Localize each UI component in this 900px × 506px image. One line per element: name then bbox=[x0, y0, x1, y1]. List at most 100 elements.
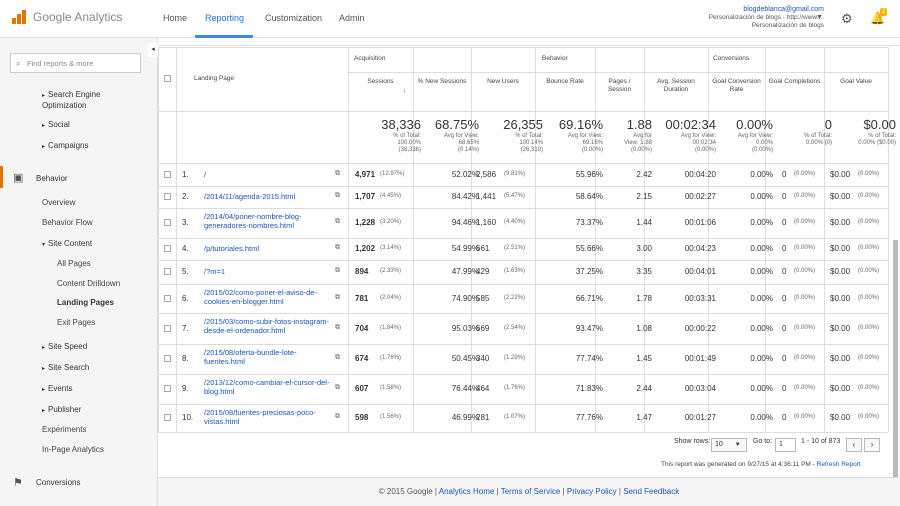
gear-icon[interactable]: ⚙ bbox=[841, 11, 853, 26]
col-divider bbox=[535, 47, 536, 432]
new-users-value: 2,586 bbox=[476, 169, 497, 179]
open-link-icon[interactable]: ⧉ bbox=[335, 384, 340, 391]
header-bounce[interactable]: Bounce Rate bbox=[546, 78, 584, 85]
goto-input[interactable]: 1 bbox=[775, 438, 796, 452]
nav-admin[interactable]: Admin bbox=[339, 13, 365, 23]
open-link-icon[interactable]: ⧉ bbox=[335, 323, 340, 331]
nav-reporting[interactable]: Reporting bbox=[205, 13, 245, 23]
open-link-icon[interactable]: ⧉ bbox=[335, 218, 340, 225]
nav-customization[interactable]: Customization bbox=[265, 13, 323, 23]
sidebar-item-behavior-flow[interactable]: Behavior Flow bbox=[42, 218, 93, 227]
row-checkbox[interactable] bbox=[164, 294, 171, 302]
landing-page-link[interactable]: /2013/12/como-cambiar-el-cursor-del-blog… bbox=[204, 378, 330, 396]
footer-analytics-home-link[interactable]: Analytics Home bbox=[438, 487, 495, 496]
sidebar-item-experiments[interactable]: Experiments bbox=[42, 425, 87, 434]
account-selector[interactable]: blogdeblanca@gmail.com Personalización d… bbox=[709, 6, 824, 30]
header-landing-page[interactable]: Landing Page bbox=[194, 75, 235, 82]
landing-page-link[interactable]: /2015/08/oferta-bundle-lote-fuentes.html bbox=[204, 348, 297, 366]
sort-arrow-icon[interactable]: ↓ bbox=[403, 87, 407, 94]
row-checkbox[interactable] bbox=[164, 170, 171, 178]
sidebar-item-seo[interactable]: ▸ Search Engine Optimization bbox=[42, 90, 122, 111]
header-new-users[interactable]: New Users bbox=[487, 78, 519, 85]
total-duration-delta: (0.00%) bbox=[694, 147, 716, 153]
open-link-icon[interactable]: ⧉ bbox=[335, 192, 340, 199]
open-link-icon[interactable]: ⧉ bbox=[335, 413, 340, 420]
sidebar-item-site-content[interactable]: ▾ Site Content bbox=[42, 239, 92, 248]
analytics-logo[interactable]: Google Analytics bbox=[12, 10, 122, 24]
prev-page-button[interactable]: ‹ bbox=[846, 438, 862, 452]
refresh-report-link[interactable]: Refresh Report bbox=[816, 461, 861, 468]
row-checkbox[interactable] bbox=[164, 324, 171, 332]
sidebar-item-exit-pages[interactable]: Exit Pages bbox=[57, 318, 96, 327]
pages-session-value: 3.35 bbox=[636, 267, 652, 276]
goal-value: $0.00 bbox=[830, 169, 851, 179]
open-link-icon[interactable]: ⧉ bbox=[335, 354, 340, 361]
open-link-icon[interactable]: ⧉ bbox=[335, 267, 340, 274]
sidebar-item-behavior[interactable]: Behavior bbox=[36, 174, 68, 183]
sidebar-item-site-search[interactable]: ▸ Site Search bbox=[42, 363, 89, 372]
header-duration[interactable]: Avg. Session Duration bbox=[657, 78, 695, 93]
open-link-icon[interactable]: ⧉ bbox=[335, 169, 340, 177]
total-completions-label: % of Total: bbox=[804, 133, 832, 139]
new-sessions-value: 76.44% bbox=[451, 384, 479, 393]
rows-select[interactable]: 10 ▼ bbox=[711, 438, 747, 452]
goal-value-percent: (0.00%) bbox=[858, 219, 880, 225]
landing-page-link[interactable]: /2015/02/como-poner-el-aviso-de-cookies-… bbox=[204, 288, 317, 306]
chevron-down-icon: ▼ bbox=[734, 442, 741, 448]
row-checkbox[interactable] bbox=[164, 268, 171, 275]
scrollbar[interactable] bbox=[893, 240, 898, 506]
sidebar-item-site-speed[interactable]: ▸ Site Speed bbox=[42, 342, 87, 351]
sidebar-item-landing-pages[interactable]: Landing Pages bbox=[57, 298, 114, 307]
group-divider bbox=[348, 72, 888, 73]
collapse-sidebar-button[interactable]: ◂ bbox=[148, 43, 158, 57]
row-checkbox[interactable] bbox=[164, 414, 171, 421]
sidebar-item-overview[interactable]: Overview bbox=[42, 198, 76, 207]
header-value[interactable]: Goal Value bbox=[840, 78, 872, 85]
landing-page-link[interactable]: /p/tutoriales.html bbox=[204, 244, 260, 253]
goal-value: $0.00 bbox=[830, 218, 851, 227]
next-page-button[interactable]: › bbox=[864, 438, 880, 452]
sidebar-item-publisher[interactable]: ▸ Publisher bbox=[42, 405, 81, 414]
total-new_sessions: 68.75% bbox=[434, 117, 479, 132]
account-property: Personalización de blogs - http://www...… bbox=[708, 14, 824, 21]
row-checkbox[interactable] bbox=[164, 355, 171, 362]
nav-home[interactable]: Home bbox=[163, 13, 188, 23]
sidebar-item-social[interactable]: ▸ Social bbox=[42, 120, 70, 129]
header-pages[interactable]: Pages / Session bbox=[607, 78, 632, 93]
open-link-icon[interactable]: ⧉ bbox=[335, 293, 340, 301]
sidebar-item-all-pages[interactable]: All Pages bbox=[57, 259, 91, 268]
duration-value: 00:04:20 bbox=[684, 169, 716, 179]
open-link-icon[interactable]: ⧉ bbox=[335, 244, 340, 251]
landing-page-link[interactable]: /?m=1 bbox=[204, 267, 226, 276]
footer-privacy-link[interactable]: Privacy Policy bbox=[566, 487, 617, 496]
total-duration-view: 00:02:34 bbox=[692, 140, 716, 146]
landing-page-link[interactable]: /2014/04/poner-nombre-blog-generadores-n… bbox=[204, 212, 302, 230]
row-checkbox[interactable] bbox=[164, 193, 171, 200]
sidebar-item-campaigns[interactable]: ▸ Campaigns bbox=[42, 141, 88, 150]
completions-percent: (0.00%) bbox=[794, 245, 816, 251]
row-checkbox[interactable] bbox=[164, 385, 171, 392]
sidebar-item-conversions[interactable]: Conversions bbox=[36, 478, 81, 487]
sessions-percent: (12.97%) bbox=[380, 170, 405, 177]
row-checkbox[interactable] bbox=[164, 219, 171, 226]
col-divider bbox=[595, 47, 596, 432]
sidebar-item-content-drilldown[interactable]: Content Drilldown bbox=[57, 279, 121, 288]
landing-page-link[interactable]: /2014/11/agenda-2015.html bbox=[204, 192, 296, 201]
header-conv-rate[interactable]: Goal Conversion Rate bbox=[712, 78, 761, 93]
row-checkbox[interactable] bbox=[164, 245, 171, 252]
header-new-sessions[interactable]: % New Sessions bbox=[417, 78, 467, 85]
footer-feedback-link[interactable]: Send Feedback bbox=[623, 487, 680, 496]
select-all-checkbox[interactable] bbox=[164, 75, 171, 82]
landing-page-link[interactable]: /2015/03/como-subir-fotos-instagram-desd… bbox=[204, 317, 330, 335]
header-completions[interactable]: Goal Completions bbox=[768, 78, 821, 85]
header-sessions[interactable]: Sessions bbox=[367, 78, 394, 85]
sidebar-item-in-page-analytics[interactable]: In-Page Analytics bbox=[42, 445, 104, 454]
landing-page-link[interactable]: / bbox=[204, 169, 207, 179]
col-divider bbox=[471, 47, 472, 432]
footer-terms-link[interactable]: Terms of Service bbox=[500, 487, 561, 496]
landing-page-link[interactable]: /2015/08/fuentes-preciosas-poco-vistas.h… bbox=[204, 408, 316, 426]
chevron-down-icon[interactable]: ▼ bbox=[816, 14, 823, 21]
sidebar-item-events[interactable]: ▸ Events bbox=[42, 384, 72, 393]
caret-right-icon: ▸ bbox=[42, 387, 46, 393]
search-input[interactable]: ⌕ Find reports & more bbox=[10, 53, 141, 73]
